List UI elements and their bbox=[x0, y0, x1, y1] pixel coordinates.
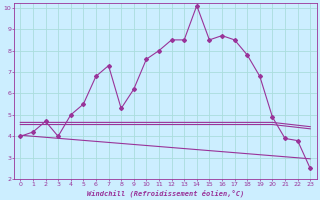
X-axis label: Windchill (Refroidissement éolien,°C): Windchill (Refroidissement éolien,°C) bbox=[87, 189, 244, 197]
